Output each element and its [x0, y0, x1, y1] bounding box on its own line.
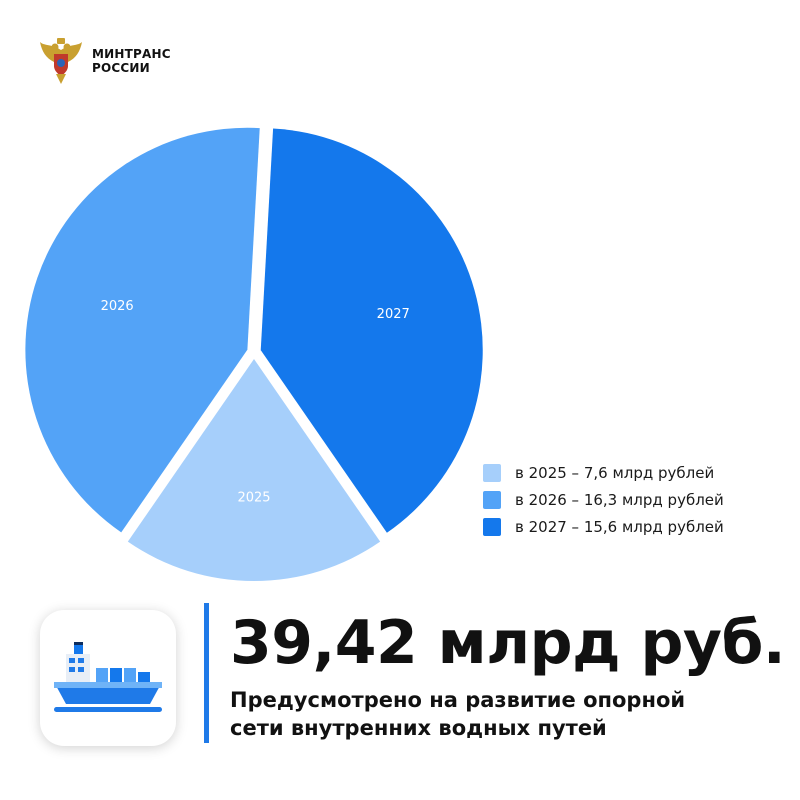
legend-label-2025: в 2025 – 7,6 млрд рублей: [515, 464, 715, 482]
legend-item-2026: в 2026 – 16,3 млрд рублей: [483, 490, 724, 510]
cargo-ship-icon: [54, 642, 162, 712]
pie-label-2026: 2026: [101, 299, 134, 314]
description-line1: Предусмотрено на развитие опорной: [230, 688, 686, 712]
pie-slice-2026: [25, 127, 260, 533]
org-name-line1: МИНТРАНС: [92, 47, 171, 61]
description: Предусмотрено на развитие опорной сети в…: [230, 686, 770, 742]
ship-card: [40, 610, 176, 746]
legend-label-2027: в 2027 – 15,6 млрд рублей: [515, 518, 724, 536]
legend-label-2026: в 2026 – 16,3 млрд рублей: [515, 491, 724, 509]
legend: в 2025 – 7,6 млрд рублей в 2026 – 16,3 м…: [483, 463, 724, 544]
legend-item-2027: в 2027 – 15,6 млрд рублей: [483, 517, 724, 537]
divider: [204, 603, 209, 743]
pie-label-2027: 2027: [377, 307, 410, 322]
legend-swatch-2026: [483, 491, 501, 509]
header: МИНТРАНС РОССИИ: [38, 36, 171, 86]
total-amount: 39,42 млрд руб.: [230, 608, 786, 678]
legend-swatch-2025: [483, 464, 501, 482]
org-name-line2: РОССИИ: [92, 61, 150, 75]
coat-of-arms-icon: [40, 38, 82, 84]
legend-item-2025: в 2025 – 7,6 млрд рублей: [483, 463, 724, 483]
org-name: МИНТРАНС РОССИИ: [92, 47, 171, 75]
pie-slice-2027: [260, 128, 483, 533]
pie-label-2025: 2025: [237, 491, 270, 506]
pie-chart: 2025 2026 2027: [25, 127, 483, 581]
description-line2: сети внутренних водных путей: [230, 716, 607, 740]
legend-swatch-2027: [483, 518, 501, 536]
pie-slice-2025: [127, 359, 381, 581]
